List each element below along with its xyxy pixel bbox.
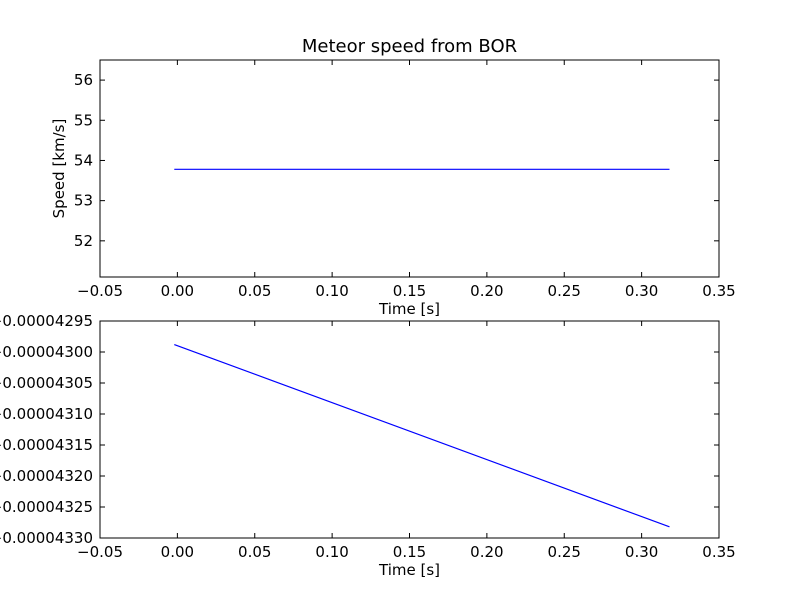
bottom-subplot: −0.05 0.00 0.05 0.10 0.15 0.20 0.25 0.30 0.35 −0.… — [0, 312, 736, 579]
bottom-series-line — [174, 343, 670, 528]
top-ytick-label: 56 — [74, 71, 93, 89]
top-ytick-label: 53 — [74, 192, 93, 210]
bottom-xtick-label: 0.10 — [315, 543, 348, 561]
top-xtick-label: 0.35 — [702, 282, 735, 300]
top-ytick-label: 54 — [74, 151, 93, 169]
bottom-x-axis-label: Time [s] — [378, 561, 440, 579]
bottom-ytick-label: −0.00004310 — [0, 405, 93, 423]
bottom-xtick-label: 0.20 — [470, 543, 503, 561]
top-axes-frame — [99, 59, 720, 278]
bottom-axes-frame — [99, 320, 720, 539]
bottom-ytick-label: −0.00004300 — [0, 343, 93, 361]
top-xtick-label: 0.25 — [548, 282, 581, 300]
top-xtick-label: 0.10 — [315, 282, 348, 300]
bottom-xtick-label: 0.15 — [393, 543, 426, 561]
top-y-axis-label: Speed [km/s] — [50, 119, 68, 219]
top-xtick-label: 0.00 — [161, 282, 194, 300]
bottom-ytick-label: −0.00004325 — [0, 498, 93, 516]
bottom-xtick-label: 0.05 — [238, 543, 271, 561]
bottom-xtick-label: 0.25 — [548, 543, 581, 561]
top-xtick-label: −0.05 — [77, 282, 123, 300]
bottom-xtick-label: 0.00 — [161, 543, 194, 561]
bottom-xtick-label: 0.30 — [625, 543, 658, 561]
bottom-ytick-label: −0.00004330 — [0, 529, 93, 547]
bottom-ytick-label: −0.00004295 — [0, 312, 93, 330]
bottom-ytick-label: −0.00004315 — [0, 436, 93, 454]
top-xtick-label: 0.05 — [238, 282, 271, 300]
top-xtick-label: 0.20 — [470, 282, 503, 300]
top-chart-title: Meteor speed from BOR — [302, 36, 517, 57]
top-subplot: −0.05 0.00 0.05 0.10 0.15 0.20 0.25 0.30 0.35 52 5… — [50, 36, 736, 318]
top-xtick-label: 0.30 — [625, 282, 658, 300]
bottom-xtick-label: 0.35 — [702, 543, 735, 561]
top-ytick-label: 52 — [74, 232, 93, 250]
bottom-xtick-label: −0.05 — [77, 543, 123, 561]
top-ytick-label: 55 — [74, 111, 93, 129]
bottom-ytick-label: −0.00004320 — [0, 467, 93, 485]
bottom-ytick-label: −0.00004305 — [0, 374, 93, 392]
top-xtick-label: 0.15 — [393, 282, 426, 300]
top-x-axis-label: Time [s] — [378, 300, 440, 318]
